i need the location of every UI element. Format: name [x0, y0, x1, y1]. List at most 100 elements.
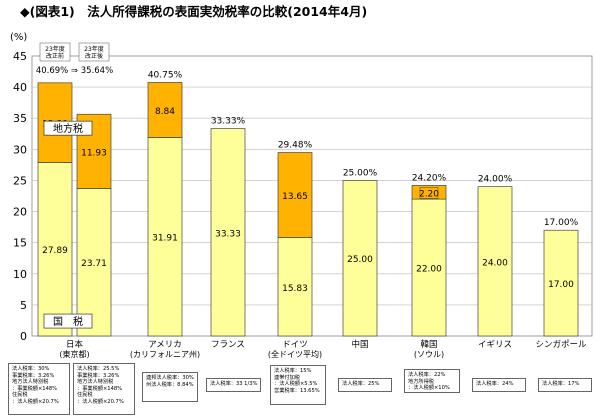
tax-detail-line: ：法人税額×5.5%: [274, 381, 318, 388]
y-tick-label: 35: [13, 112, 27, 125]
bar-national: [411, 198, 447, 337]
tax-detail-note: 法人税率：25%: [338, 378, 392, 392]
national-value-label: 23.71: [81, 259, 107, 269]
total-rate-label: 17.00%: [544, 218, 579, 228]
x-category-label: 日本: [66, 339, 84, 350]
national-value-label: 27.89: [42, 246, 68, 256]
y-tick-label: 0: [20, 330, 27, 343]
national-tax-tag-frame: [43, 313, 93, 329]
tax-detail-note: 法人税率：22% 地方所得税 ：法人税額×10%: [404, 369, 460, 393]
national-value-label: 33.33: [215, 229, 241, 239]
after-reform-label-text: 改正後: [85, 52, 103, 60]
tax-detail-note: 法人税率：17%: [538, 378, 592, 392]
tax-detail-line: 法人税率：15%: [274, 368, 312, 374]
tax-detail-line: 法人税率：22%: [408, 372, 446, 378]
x-axis-labels: 日本(東京都) アメリカ(カリフォルニア州) フランス ドイツ(全ドイツ平均) 中国 韓国…: [59, 339, 587, 359]
tax-detail-line: 法人税率：30%: [12, 366, 50, 372]
tax-detail-line: ：法人税額×10%: [408, 385, 450, 392]
tax-detail-line: 地方法人特別税: [77, 379, 114, 386]
tax-detail-line: ：法人税額×20.7%: [77, 398, 124, 405]
national-tax-tag: 国 税: [53, 315, 83, 328]
tax-detail-line: 連邦法人税率：30%: [146, 375, 194, 381]
y-tick-label: 5: [20, 299, 27, 312]
x-category-sublabel: (カリフォルニア州): [130, 350, 200, 359]
tax-detail-note: 法人税率：30% 事業税率：3.26% 地方法人特別税 ：事業税額×148% 住民税 ：法…: [8, 363, 70, 415]
x-category-label: フランス: [211, 340, 245, 350]
x-category-label: 中国: [351, 339, 368, 350]
y-tick-label: 25: [13, 174, 27, 187]
tax-detail-line: ：事業税額×148%: [77, 385, 123, 392]
y-tick-label: 20: [13, 206, 27, 219]
local-value-label: 11.93: [81, 148, 107, 158]
x-category-sublabel: (全ドイツ平均): [268, 349, 322, 359]
tax-detail-line: 連帯付加税: [274, 374, 300, 381]
bar-national: [543, 229, 579, 337]
tax-detail-line: 法人税率：17%: [542, 381, 580, 387]
national-value-label: 15.83: [282, 284, 308, 294]
national-value-label: 25.00: [347, 255, 373, 265]
bar-national: [342, 180, 378, 337]
rate-change-text: 40.69% ⇒ 35.64%: [36, 66, 113, 76]
y-tick-label: 10: [13, 268, 27, 281]
national-value-label: 22.00: [416, 265, 442, 275]
tax-detail-line: ：法人税額×20.7%: [12, 398, 59, 405]
national-value-label: 17.00: [548, 280, 574, 290]
tax-detail-note: 法人税率：33 1/3%: [206, 378, 261, 392]
total-rate-label: 29.48%: [278, 141, 313, 151]
tax-detail-note: 法人税率：24%: [472, 378, 526, 392]
x-category-sublabel: (ソウル): [414, 350, 444, 359]
total-rate-label: 25.00%: [343, 168, 378, 178]
total-rate-label: 33.33%: [211, 117, 246, 127]
local-value-label: 13.65: [282, 192, 308, 202]
bar-local: [76, 113, 112, 189]
tax-detail-note: 法人税率：25.5% 事業税率：3.26% 地方法人特別税 ：事業税額×148% 住民税…: [73, 363, 135, 415]
tax-detail-note: 法人税率：15% 連帯付加税 ：法人税額×5.5% 営業税率：13.65%: [270, 365, 326, 405]
tax-detail-line: 州法人税率：8.84%: [146, 381, 194, 388]
after-reform-label-frame: [78, 42, 110, 62]
tax-detail-line: 事業税率：3.26%: [12, 372, 55, 379]
y-tick-label: 15: [13, 237, 27, 250]
tax-detail-line: 法人税率：33 1/3%: [210, 381, 258, 387]
tax-detail-line: 地方所得税: [408, 378, 434, 385]
before-reform-label-frame: [39, 42, 71, 62]
tax-detail-line: 住民税: [77, 392, 93, 399]
total-rate-label: 24.20%: [412, 173, 447, 183]
tax-detail-line: 地方法人特別税: [12, 379, 49, 386]
x-category-label: アメリカ: [148, 340, 182, 350]
total-rate-label: 24.00%: [478, 175, 513, 185]
x-category-label: 韓国: [420, 339, 437, 350]
total-rate-label: 40.75%: [148, 70, 183, 80]
before-reform-label-text: 改正前: [46, 52, 64, 60]
after-reform-label-text: 23年度: [84, 45, 104, 53]
x-category-label: ドイツ: [282, 340, 308, 350]
tax-detail-note: 連邦法人税率：30% 州法人税率：8.84%: [142, 372, 198, 402]
tax-detail-line: 住民税: [12, 392, 28, 399]
bar-national: [210, 128, 246, 337]
value-labels: 27.8912.8023.7111.9331.918.8440.75%33.33…: [42, 70, 578, 293]
chart-title: ◆(図表1) 法人所得課税の表面実効税率の比較(2014年4月): [20, 4, 367, 19]
tax-detail-line: 法人税率：25.5%: [77, 366, 120, 372]
x-category-label: イギリス: [478, 340, 512, 350]
local-tax-tag: 地方税: [53, 122, 83, 135]
national-value-label: 24.00: [482, 258, 508, 268]
y-tick-label: 40: [13, 81, 27, 94]
y-tick-label: 30: [13, 143, 27, 156]
y-tick-label: 45: [13, 50, 27, 63]
bar-local: [277, 152, 313, 238]
local-value-box: [419, 187, 439, 199]
bar-national: [37, 162, 73, 337]
bar-local: [147, 82, 183, 138]
tax-detail-line: ：事業税額×148%: [12, 385, 58, 392]
y-axis-label: (%): [10, 32, 27, 43]
national-value-label: 31.91: [152, 234, 178, 244]
bar-national: [277, 237, 313, 337]
tax-detail-line: 法人税率：24%: [476, 381, 514, 387]
tax-detail-line: 法人税率：25%: [342, 381, 380, 387]
x-category-label: シンガポール: [535, 339, 587, 350]
before-reform-label-text: 23年度: [45, 45, 65, 53]
local-tax-tag-frame: [43, 120, 93, 136]
tax-detail-line: 事業税率：3.26%: [77, 372, 120, 379]
tax-detail-line: 営業税率：13.65%: [274, 387, 320, 394]
